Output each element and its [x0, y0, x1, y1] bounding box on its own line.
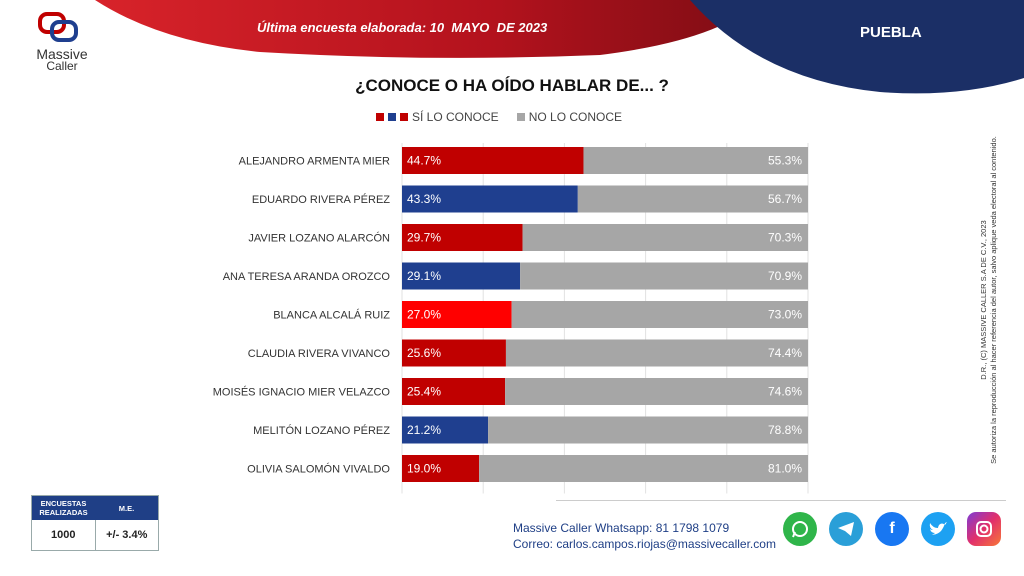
data-label-known: 21.2%: [407, 423, 441, 437]
legend-unknown-label: NO LO CONOCE: [528, 110, 623, 124]
data-label-unknown: 78.8%: [768, 423, 802, 437]
data-label-unknown: 70.9%: [768, 269, 802, 283]
data-label-known: 25.4%: [407, 385, 441, 399]
brand-name: Massive Caller: [24, 46, 100, 73]
data-label-known: 27.0%: [407, 308, 441, 322]
legend-swatch-blue: [388, 113, 396, 121]
category-label: EDUARDO RIVERA PÉREZ: [252, 193, 390, 206]
twitter-icon[interactable]: [921, 512, 955, 546]
brand-line-2: Caller: [46, 59, 78, 73]
margin-error-value: +/- 3.4%: [106, 529, 148, 541]
bar-known: [402, 455, 480, 482]
category-label: JAVIER LOZANO ALARCÓN: [248, 232, 390, 245]
bar-known: [402, 185, 578, 213]
data-label-unknown: 56.7%: [768, 192, 802, 206]
data-label-unknown: 70.3%: [768, 231, 802, 245]
copyright-line-1: D.R., (C) MASSIVE CALLER S.A DE C.V., 20…: [979, 220, 988, 380]
brand-line-1: Massive: [36, 46, 88, 62]
category-label: MELITÓN LOZANO PÉREZ: [253, 424, 390, 437]
legend-swatch-gray: [516, 113, 525, 121]
massive-caller-logo: [38, 12, 78, 42]
telegram-icon[interactable]: [829, 512, 863, 546]
data-label-known: 44.7%: [407, 154, 441, 168]
data-label-known: 29.1%: [407, 269, 441, 283]
bar-known: [402, 224, 523, 251]
bar-unknown: [505, 378, 808, 405]
category-label: OLIVIA SALOMÓN VIVALDO: [247, 463, 390, 476]
surveys-value: 1000: [32, 520, 96, 550]
data-label-known: 25.6%: [407, 346, 441, 360]
footer-divider: [556, 500, 1006, 501]
whatsapp-icon[interactable]: [783, 512, 817, 546]
bar-unknown: [505, 339, 808, 367]
email-link[interactable]: carlos.campos.riojas@massivecaller.com: [556, 537, 776, 551]
bar-known: [402, 378, 506, 405]
data-label-known: 19.0%: [407, 462, 441, 476]
bar-unknown: [511, 301, 808, 328]
legend-swatch-red: [376, 113, 384, 121]
survey-stats-table: ENCUESTAS REALIZADAS M.E. 1000 +/- 3.4%: [31, 495, 159, 551]
data-label-unknown: 74.6%: [768, 385, 802, 399]
whatsapp-contact: Massive Caller Whatsapp: 81 1798 1079: [513, 521, 730, 535]
data-label-unknown: 55.3%: [768, 154, 802, 168]
contact-info: Massive Caller Whatsapp: 81 1798 1079 Co…: [513, 520, 776, 552]
bar-known: [402, 339, 506, 367]
data-label-unknown: 73.0%: [768, 308, 802, 322]
bar-unknown: [488, 416, 808, 444]
bar-unknown: [577, 185, 808, 213]
bar-unknown: [520, 262, 808, 290]
chart-title: ¿CONOCE O HA OÍDO HABLAR DE... ?: [355, 76, 669, 95]
chart-legend: SÍ LO CONOCE NO LO CONOCE: [376, 110, 622, 124]
bar-known: [402, 147, 584, 174]
surveys-header: ENCUESTAS REALIZADAS: [39, 499, 88, 517]
bar-unknown: [522, 224, 808, 251]
bar-known: [402, 301, 512, 328]
copyright-note: D.R., (C) MASSIVE CALLER S.A DE C.V., 20…: [979, 120, 999, 480]
category-label: BLANCA ALCALÁ RUIZ: [273, 309, 390, 322]
data-label-known: 29.7%: [407, 231, 441, 245]
legend-swatch-red-2: [400, 113, 408, 121]
survey-date: Última encuesta elaborada: 10 MAYO DE 20…: [257, 20, 548, 35]
bar-unknown: [479, 455, 808, 482]
region-label: PUEBLA: [860, 24, 922, 41]
data-label-known: 43.3%: [407, 192, 441, 206]
category-label: CLAUDIA RIVERA VIVANCO: [248, 348, 391, 360]
bar-known: [402, 416, 489, 444]
email-label: Correo:: [513, 537, 554, 551]
social-icons: f: [783, 512, 1001, 546]
instagram-icon[interactable]: [967, 512, 1001, 546]
category-label: ANA TERESA ARANDA OROZCO: [223, 271, 391, 283]
bar-known: [402, 262, 521, 290]
margin-error-header: M.E.: [118, 503, 135, 513]
facebook-icon[interactable]: f: [875, 512, 909, 546]
category-label: MOISÉS IGNACIO MIER VELAZCO: [213, 386, 391, 399]
data-label-unknown: 81.0%: [768, 462, 802, 476]
legend-known-label: SÍ LO CONOCE: [412, 110, 499, 124]
category-label: ALEJANDRO ARMENTA MIER: [239, 156, 390, 168]
bar-unknown: [583, 147, 808, 174]
data-label-unknown: 74.4%: [768, 346, 802, 360]
header-background: [95, 0, 1024, 94]
copyright-line-2: Se autoriza la reproducción al hacer ref…: [989, 136, 998, 464]
